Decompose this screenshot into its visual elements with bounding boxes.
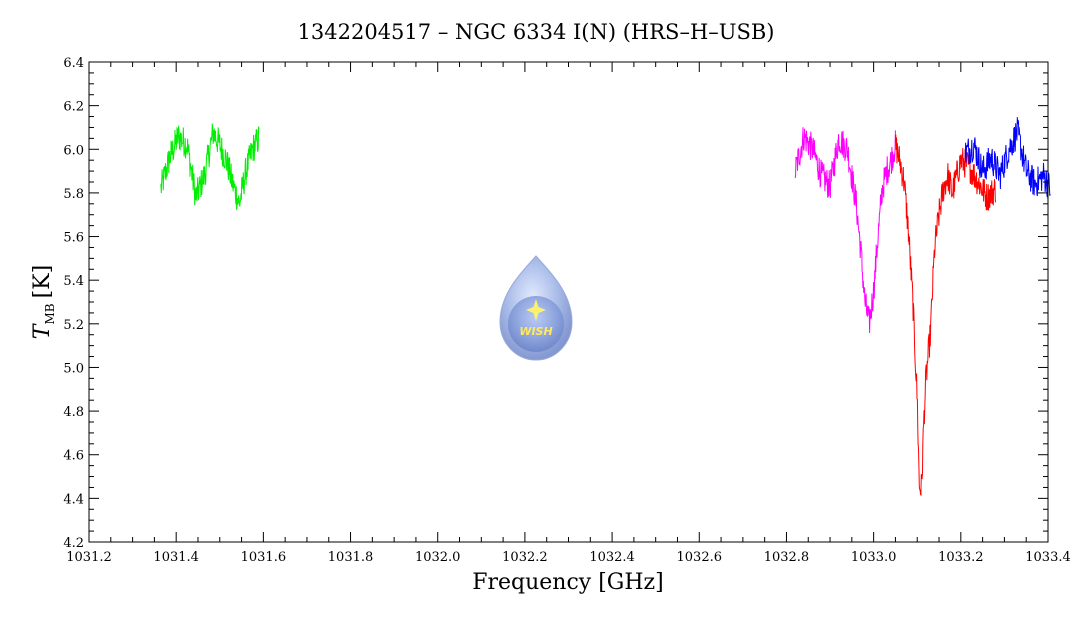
spectrum-series-4	[964, 117, 1051, 199]
x-tick-label: 1032.8	[764, 550, 810, 565]
x-tick-label: 1031.8	[328, 550, 374, 565]
y-tick-label: 4.6	[63, 449, 84, 464]
series-layer	[160, 117, 1051, 497]
x-tick-label: 1031.4	[153, 550, 199, 565]
y-axis-label-unit: [K]	[30, 265, 55, 299]
y-tick-label: 5.0	[63, 361, 84, 376]
spectrum-series-1	[160, 123, 260, 211]
x-tick-label: 1033.2	[938, 550, 984, 565]
y-tick-label: 6.0	[63, 143, 84, 158]
x-tick-label: 1032.2	[502, 550, 548, 565]
y-axis-label-sub: MB	[43, 303, 57, 324]
chart-title: 1342204517 – NGC 6334 I(N) (HRS–H–USB)	[298, 20, 775, 44]
svg-text:TMB[K]: TMB [K]	[30, 265, 57, 339]
y-tick-label: 6.4	[63, 56, 84, 71]
wish-logo: WISH	[499, 255, 573, 361]
x-tick-label: 1031.6	[241, 550, 287, 565]
y-tick-label: 5.6	[63, 231, 84, 246]
y-tick-label: 5.4	[63, 274, 84, 289]
x-tick-label: 1033.4	[1025, 550, 1071, 565]
y-tick-label: 4.8	[63, 405, 84, 420]
y-tick-label: 5.2	[63, 318, 84, 333]
y-tick-labels: 4.2 4.4 4.6 4.8 5.0 5.2 5.4 5.6 5.8 6.0 6.2 6.4	[63, 56, 84, 551]
x-tick-labels: 1031.2 1031.4 1031.6 1031.8 1032.0 1032.2 1032…	[66, 550, 1071, 565]
y-tick-label: 5.8	[63, 187, 84, 202]
star-icon	[526, 299, 546, 321]
spectrum-series-3	[894, 134, 997, 497]
x-tick-label: 1031.2	[66, 550, 112, 565]
x-tick-label: 1032.0	[415, 550, 461, 565]
y-tick-label: 6.2	[63, 100, 84, 115]
plot-frame	[88, 61, 1049, 543]
drop-ball	[508, 296, 564, 352]
x-axis-label: Frequency [GHz]	[472, 570, 664, 595]
x-tick-label: 1032.4	[589, 550, 635, 565]
y-axis-label-main: T	[30, 322, 55, 339]
logo-text: WISH	[519, 325, 552, 338]
y-tick-label: 4.2	[63, 536, 84, 551]
spectrum-series-2	[794, 127, 896, 334]
x-tick-label: 1033.0	[851, 550, 897, 565]
x-tick-label: 1032.6	[677, 550, 723, 565]
y-axis-label: TMB [K]	[30, 265, 57, 339]
ticks-layer	[88, 61, 1049, 543]
y-tick-label: 4.4	[63, 492, 84, 507]
